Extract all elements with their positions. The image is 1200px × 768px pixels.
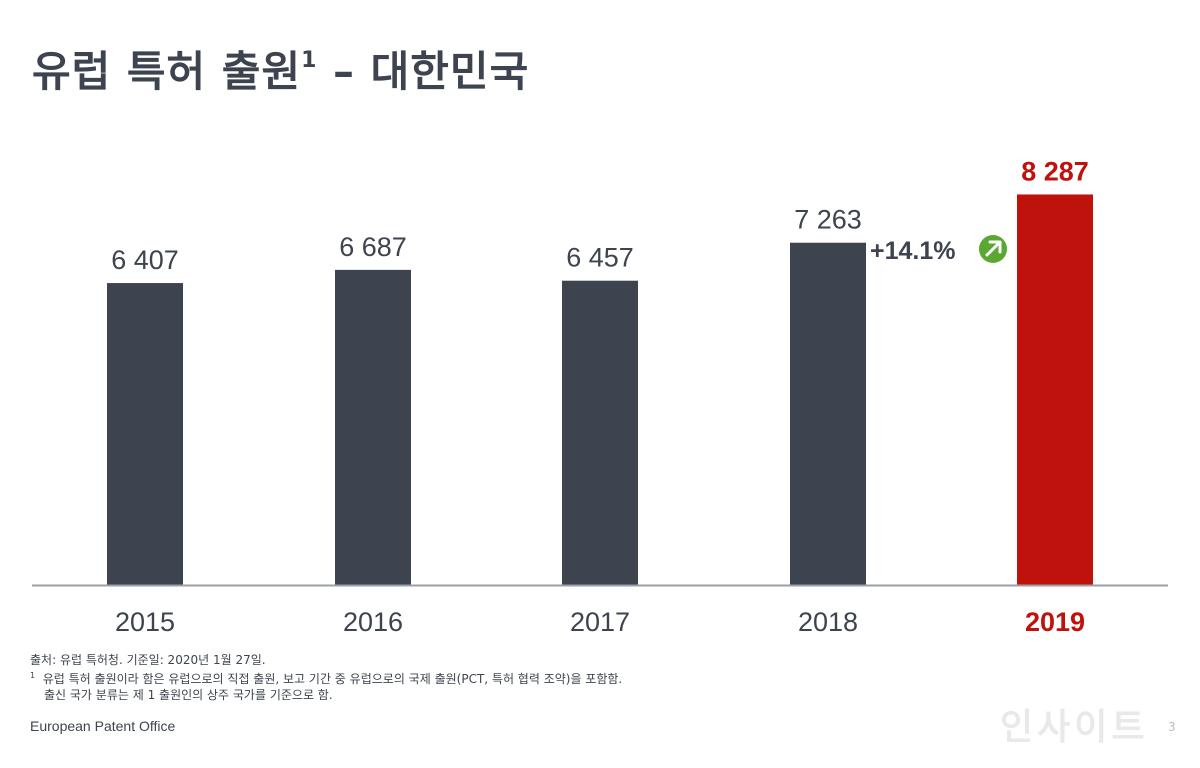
source-note: 출처: 유럽 특허청. 기준일: 2020년 1월 27일. <box>30 653 266 667</box>
growth-annotation: +14.1% <box>870 235 1007 265</box>
value-label-2017: 6 457 <box>566 243 634 273</box>
category-label-2017: 2017 <box>570 607 630 637</box>
watermark: 인사이트 <box>1000 707 1149 748</box>
footnotes: 출처: 유럽 특허청. 기준일: 2020년 1월 27일. 1 유럽 특허 출… <box>30 652 622 703</box>
footnote-1: 1 유럽 특허 출원이라 함은 유럽으로의 직접 출원, 보고 기간 중 유럽으… <box>30 668 622 687</box>
page-title: 유럽 특허 출원1 – 대한민국 <box>32 38 529 99</box>
value-label-2016: 6 687 <box>339 232 407 262</box>
up-right-arrow-icon <box>979 235 1007 263</box>
bar-2019 <box>1017 194 1093 586</box>
growth-annotation-text: +14.1% <box>870 237 956 265</box>
bars-group <box>107 194 1093 586</box>
value-label-2019: 8 287 <box>1021 156 1089 186</box>
footer-organization: European Patent Office <box>30 718 176 734</box>
value-labels-group: 6 407 6 687 6 457 7 263 8 287 <box>111 156 1089 275</box>
category-label-2019: 2019 <box>1025 607 1085 637</box>
bar-2018 <box>790 242 866 585</box>
category-label-2018: 2018 <box>798 607 858 637</box>
footnote-1-line1: 유럽 특허 출원이라 함은 유럽으로의 직접 출원, 보고 기간 중 유럽으로의… <box>42 672 623 686</box>
title-footnote-mark: 1 <box>301 48 318 73</box>
bar-2016 <box>335 269 411 585</box>
title-suffix: – 대한민국 <box>317 47 530 96</box>
footnote-1-line2: 출신 국가 분류는 제 1 출원인의 상주 국가를 기준으로 함. <box>44 688 333 702</box>
title-text: 유럽 특허 출원 <box>32 47 302 96</box>
bar-2017 <box>562 280 638 585</box>
value-label-2018: 7 263 <box>794 205 862 235</box>
page-number: 3 <box>1168 720 1176 734</box>
category-labels-group: 2015 2016 2017 2018 2019 <box>115 607 1085 637</box>
footnote-mark: 1 <box>30 671 36 680</box>
category-label-2016: 2016 <box>343 607 403 637</box>
category-label-2015: 2015 <box>115 607 175 637</box>
value-label-2015: 6 407 <box>111 245 179 275</box>
bar-2015 <box>107 283 183 585</box>
